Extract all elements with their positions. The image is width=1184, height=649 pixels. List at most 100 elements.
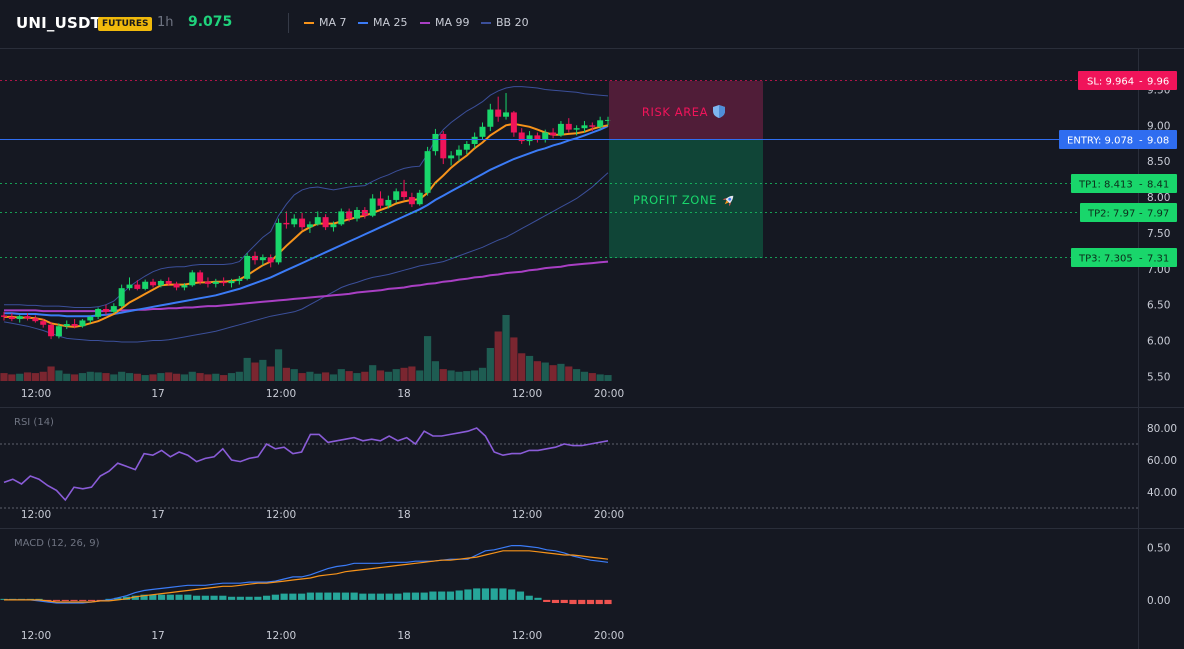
candle-body <box>118 288 125 307</box>
macd-histogram-bar <box>578 599 586 605</box>
legend-bb20-label: BB 20 <box>496 16 529 29</box>
macd-histogram-bar <box>236 596 244 600</box>
macd-histogram-bar <box>114 597 122 600</box>
price-tick-label: 6.50 <box>1147 300 1170 312</box>
macd-histogram-bar <box>131 595 139 600</box>
macd-pane[interactable]: 0.50 0.00 <box>0 543 1170 607</box>
macd-histogram-bar <box>298 593 306 600</box>
time-tick-label: 12:00 <box>21 630 51 642</box>
macd-histogram-bar <box>306 592 314 600</box>
volume-bar <box>510 337 518 381</box>
volume-bar <box>31 373 39 381</box>
rsi-pane[interactable]: 80.00 60.00 40.00 <box>0 423 1177 509</box>
macd-tick-label: 0.50 <box>1147 543 1170 555</box>
time-tick-label: 17 <box>151 630 164 642</box>
ma99-swatch <box>420 21 430 24</box>
candle-body <box>346 211 353 219</box>
volume-bar <box>447 370 455 381</box>
legend-ma7[interactable]: MA 7 <box>304 16 347 29</box>
candle-body <box>228 281 235 284</box>
volume-bar <box>423 336 432 381</box>
volume-bar <box>16 373 24 381</box>
volume-bar <box>455 371 463 381</box>
tp2-tag: TP2: 7.97 <box>1087 209 1135 220</box>
volume-bar <box>212 373 220 381</box>
volume-bar <box>94 372 102 381</box>
candle-body <box>306 224 313 228</box>
bb-lower-line <box>3 172 609 343</box>
bb20-swatch <box>481 21 491 24</box>
volume-bar <box>463 371 471 381</box>
macd-histogram-bar <box>61 599 69 601</box>
volume-bar <box>494 331 502 381</box>
price-tick-label: 9.00 <box>1147 120 1170 132</box>
macd-histogram-bar <box>586 599 595 605</box>
volume-bar <box>525 355 534 381</box>
volume-bar <box>431 361 440 381</box>
candle-body <box>463 143 470 150</box>
candle-body <box>408 197 415 205</box>
candle-body <box>283 222 290 225</box>
macd-histogram-bar <box>595 599 603 605</box>
rsi-title: RSI (14) <box>14 417 54 428</box>
timeframe-selector[interactable]: 1h <box>157 15 174 30</box>
macd-histogram-bar <box>271 594 279 600</box>
time-tick-label: 12:00 <box>512 388 542 400</box>
futures-badge: FUTURES <box>98 17 153 31</box>
candles <box>1 93 611 340</box>
legend-bb20[interactable]: BB 20 <box>481 16 529 29</box>
candle-body <box>542 132 549 140</box>
volume-bar <box>235 371 243 381</box>
candle-body <box>142 281 149 289</box>
volume-bar <box>518 353 526 381</box>
risk-zone[interactable] <box>609 81 763 140</box>
candle-body <box>110 306 117 312</box>
candle-body <box>1 315 7 317</box>
volume-bar <box>39 371 47 381</box>
entry-tag-dash: - <box>1139 136 1143 147</box>
candle-body <box>71 324 78 327</box>
candle-body <box>181 285 188 288</box>
macd-histogram-bar <box>289 593 297 600</box>
time-tick-label: 12:00 <box>21 509 51 521</box>
candle-body <box>314 217 321 225</box>
price-tick-label: 8.00 <box>1147 192 1170 204</box>
time-tick-label: 20:00 <box>594 509 624 521</box>
symbol-title[interactable]: UNI_USDT <box>16 14 102 32</box>
bb-upper-line <box>4 86 609 308</box>
legend-ma99[interactable]: MA 99 <box>420 16 470 29</box>
volume-bar <box>23 372 32 381</box>
tp3-tag: TP3: 7.305 <box>1078 254 1133 265</box>
tp2-tag-value: 7.97 <box>1147 209 1169 220</box>
candle-body <box>487 109 494 127</box>
macd-histogram-bar <box>254 596 262 600</box>
rsi-tick-label: 60.00 <box>1147 455 1177 467</box>
macd-histogram-bar <box>525 595 533 600</box>
volume-bar <box>227 373 236 381</box>
candle-body <box>526 135 533 142</box>
macd-histogram-bar <box>350 592 358 600</box>
volume-bar <box>165 372 173 381</box>
macd-histogram-bar <box>324 592 332 600</box>
candle-body <box>557 123 564 136</box>
macd-histogram-bar <box>464 589 472 600</box>
time-axes[interactable]: 12:00 17 12:00 18 12:00 20:00 12:00 17 12:00 18 12… <box>21 388 624 642</box>
volume-bar <box>282 367 290 381</box>
price-axis[interactable]: 9.509.008.508.007.507.006.506.005.50 <box>1147 84 1170 383</box>
candle-body <box>275 222 282 263</box>
volume-bar <box>392 369 400 381</box>
candle-body <box>510 112 517 133</box>
volume-bar <box>63 373 71 381</box>
macd-histogram-bar <box>315 592 323 600</box>
macd-histogram-bar <box>192 595 201 600</box>
candle-body <box>150 281 157 286</box>
macd-histogram-bar <box>516 591 525 600</box>
legend-ma25[interactable]: MA 25 <box>358 16 408 29</box>
volume-bar <box>149 374 157 381</box>
profit-zone[interactable] <box>609 140 763 258</box>
candle-body <box>40 321 47 325</box>
macd-histogram-bar <box>333 592 341 600</box>
candle-body <box>448 155 455 159</box>
time-tick-label: 18 <box>397 630 410 642</box>
